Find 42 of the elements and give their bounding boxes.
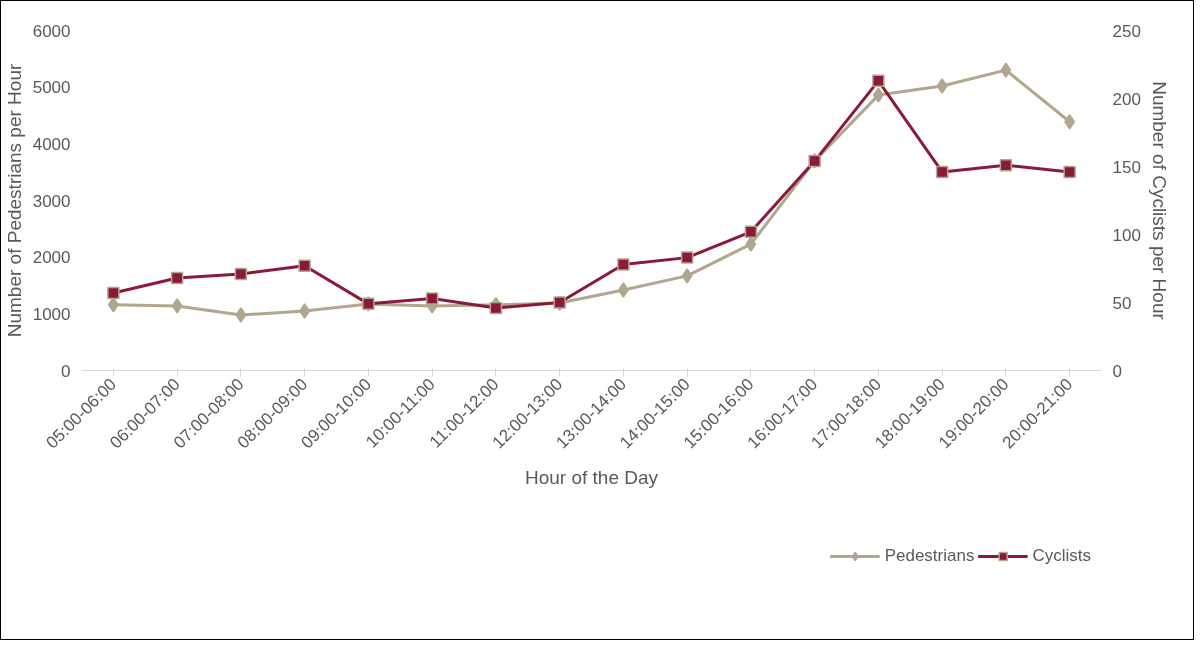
y-tick-label: 2000: [32, 248, 71, 268]
point: [617, 258, 630, 271]
point: [299, 303, 311, 319]
y2-tick-label: 100: [1112, 225, 1141, 245]
point: [171, 298, 183, 314]
point: [235, 307, 247, 323]
point: [935, 165, 949, 179]
point: [681, 268, 693, 284]
y-tick-label: 6000: [32, 21, 71, 41]
point: [489, 301, 503, 315]
point: [680, 251, 694, 264]
point: [872, 74, 885, 88]
point: [170, 271, 184, 285]
point: [107, 297, 119, 313]
legend-label: Cyclists: [1032, 545, 1091, 566]
x-axis-title: Hour of the Day: [524, 467, 659, 489]
point: [872, 87, 884, 103]
y2-tick-label: 50: [1112, 293, 1132, 313]
y2-axis-title: Number of Cyclists per Hour: [1148, 81, 1170, 321]
point: [1064, 113, 1076, 130]
y2-tick-label: 250: [1112, 21, 1141, 41]
y-tick-label: 3000: [32, 191, 71, 211]
y-tick-label: 0: [61, 361, 71, 381]
point: [936, 78, 948, 94]
point: [744, 225, 758, 239]
point: [234, 267, 248, 281]
y-tick-label: 4000: [32, 134, 71, 154]
legend-label: Pedestrians: [884, 545, 975, 566]
y2-tick-label: 200: [1112, 89, 1141, 109]
y-axis-title: Number of Pedestrians per Hour: [3, 63, 25, 338]
y2-tick-label: 0: [1112, 361, 1122, 381]
y2-tick-label: 150: [1112, 157, 1141, 177]
point: [1063, 165, 1076, 179]
point: [745, 236, 757, 252]
point: [617, 282, 629, 298]
point: [425, 292, 439, 305]
y-tick-label: 5000: [32, 78, 71, 98]
y-tick-label: 1000: [32, 304, 71, 324]
point: [298, 259, 311, 273]
point: [107, 286, 120, 300]
point: [999, 158, 1013, 172]
point: [1000, 62, 1012, 78]
